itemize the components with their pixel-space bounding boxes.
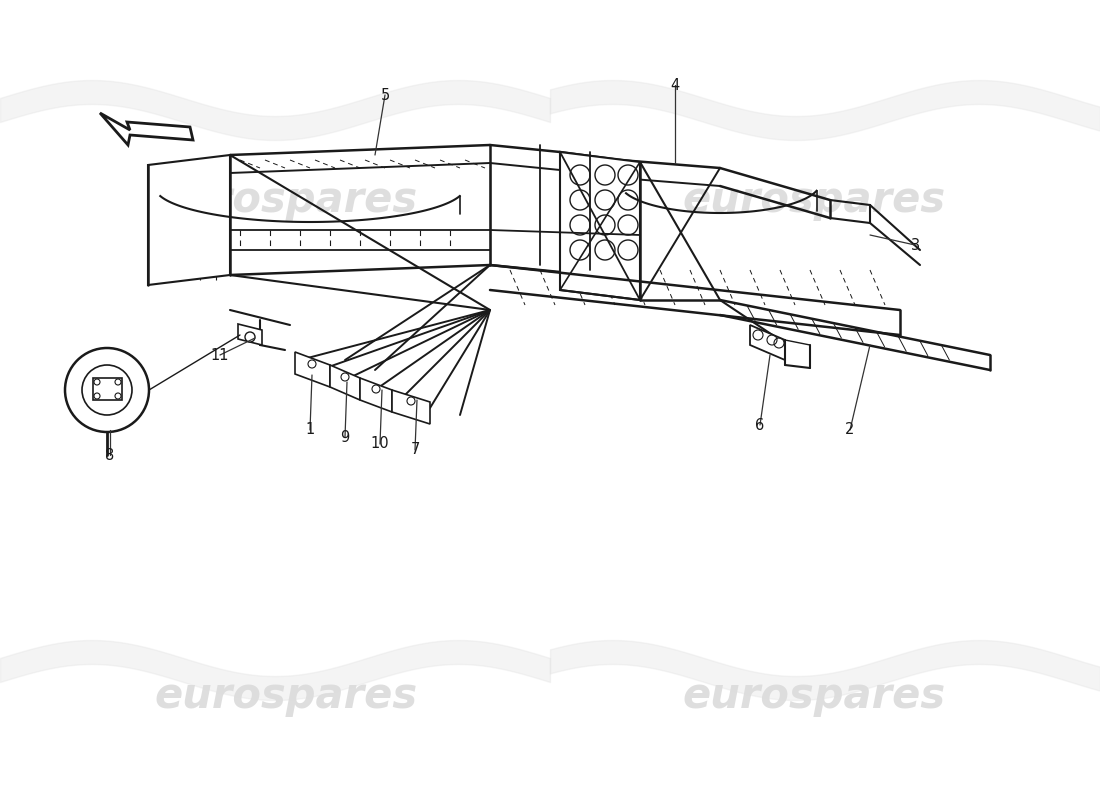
Text: 4: 4 bbox=[670, 78, 680, 93]
Polygon shape bbox=[238, 324, 262, 345]
Polygon shape bbox=[295, 352, 330, 387]
Circle shape bbox=[116, 379, 121, 385]
Text: 10: 10 bbox=[371, 437, 389, 451]
Circle shape bbox=[570, 165, 590, 185]
Text: 1: 1 bbox=[306, 422, 315, 438]
Polygon shape bbox=[392, 390, 430, 424]
Circle shape bbox=[65, 348, 148, 432]
Text: 5: 5 bbox=[381, 87, 389, 102]
Text: eurospares: eurospares bbox=[154, 675, 418, 717]
Text: 7: 7 bbox=[410, 442, 420, 458]
Text: 6: 6 bbox=[756, 418, 764, 433]
Circle shape bbox=[245, 332, 255, 342]
Polygon shape bbox=[94, 378, 122, 400]
Polygon shape bbox=[330, 365, 360, 400]
Text: eurospares: eurospares bbox=[154, 179, 418, 221]
Circle shape bbox=[570, 240, 590, 260]
Circle shape bbox=[82, 365, 132, 415]
Circle shape bbox=[595, 240, 615, 260]
Text: 11: 11 bbox=[211, 347, 229, 362]
Circle shape bbox=[570, 190, 590, 210]
Text: 3: 3 bbox=[911, 238, 920, 253]
Circle shape bbox=[94, 379, 100, 385]
Text: eurospares: eurospares bbox=[682, 675, 946, 717]
Text: 2: 2 bbox=[845, 422, 855, 438]
Circle shape bbox=[372, 385, 379, 393]
Circle shape bbox=[308, 360, 316, 368]
Circle shape bbox=[618, 190, 638, 210]
Circle shape bbox=[595, 215, 615, 235]
Polygon shape bbox=[100, 113, 192, 145]
Circle shape bbox=[595, 165, 615, 185]
Polygon shape bbox=[560, 152, 640, 300]
Circle shape bbox=[570, 215, 590, 235]
Circle shape bbox=[595, 190, 615, 210]
Polygon shape bbox=[148, 155, 230, 285]
Circle shape bbox=[407, 397, 415, 405]
Circle shape bbox=[116, 393, 121, 399]
Circle shape bbox=[94, 393, 100, 399]
Circle shape bbox=[618, 240, 638, 260]
Text: 9: 9 bbox=[340, 430, 350, 445]
Polygon shape bbox=[750, 325, 785, 360]
Text: 8: 8 bbox=[106, 447, 114, 462]
Circle shape bbox=[341, 373, 349, 381]
Circle shape bbox=[618, 215, 638, 235]
Polygon shape bbox=[360, 378, 392, 412]
Text: eurospares: eurospares bbox=[682, 179, 946, 221]
Circle shape bbox=[618, 165, 638, 185]
